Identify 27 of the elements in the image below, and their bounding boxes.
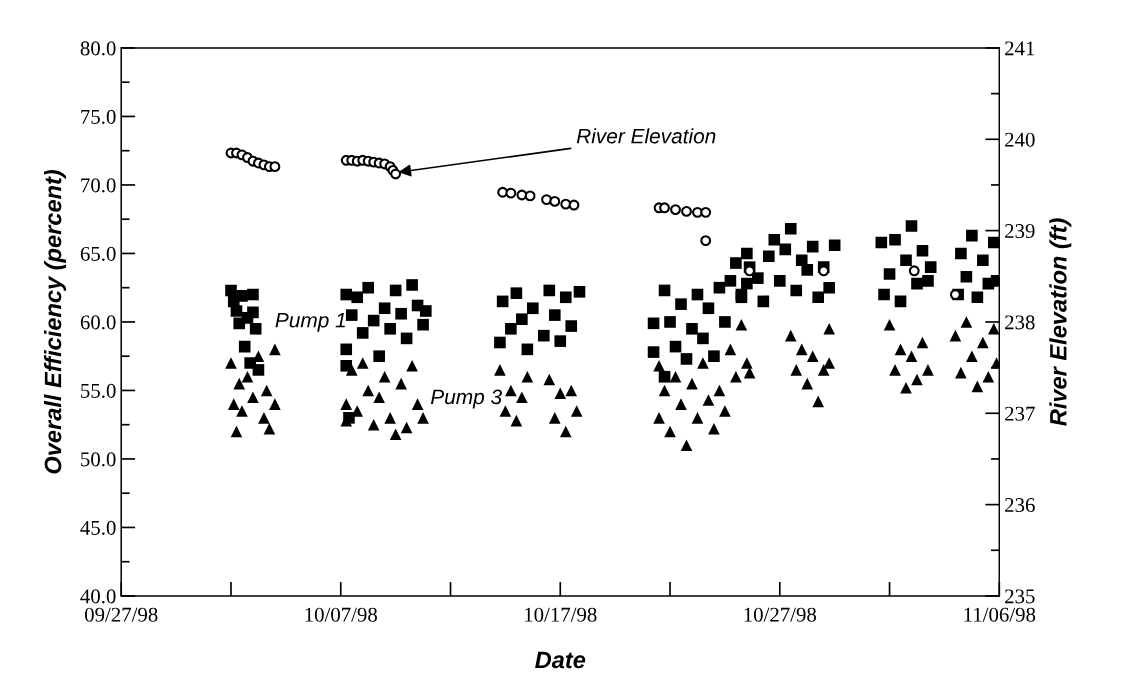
y-tick-label: 70.0 bbox=[81, 178, 116, 193]
y-axis-title: Overall Efficiency (percent) bbox=[44, 169, 67, 474]
y2-tick-label: 239 bbox=[1005, 224, 1035, 239]
y2-tick-label: 235 bbox=[1005, 589, 1035, 604]
x-tick-label: 10/27/98 bbox=[744, 607, 817, 622]
x-tick-label: 09/27/98 bbox=[84, 607, 158, 622]
y-tick-label: 65.0 bbox=[80, 246, 116, 261]
y-tick-label: 75.0 bbox=[81, 109, 116, 124]
y-tick-label: 45.0 bbox=[80, 520, 116, 535]
y2-tick-label: 236 bbox=[1005, 498, 1035, 513]
y2-tick-label: 240 bbox=[1005, 132, 1035, 147]
y2-tick-label: 238 bbox=[1005, 315, 1035, 330]
y2-tick-label: 241 bbox=[1005, 41, 1035, 56]
y2-tick-label: 237 bbox=[1005, 406, 1035, 421]
x-tick-label: 10/17/98 bbox=[525, 607, 597, 622]
y-tick-label: 80.0 bbox=[80, 41, 116, 56]
annotation: Pump 3 bbox=[430, 389, 502, 409]
x-tick-label: 11/06/98 bbox=[964, 607, 1036, 622]
annotation: Pump 1 bbox=[275, 313, 345, 332]
y-tick-label: 60.0 bbox=[80, 315, 116, 330]
y-tick-label: 55.0 bbox=[81, 383, 116, 398]
y2-axis-title: River Elevation (ft) bbox=[1049, 218, 1072, 426]
annotation: River Elevation bbox=[576, 128, 716, 144]
y-tick-label: 40.0 bbox=[80, 589, 116, 604]
x-axis-title: Date bbox=[535, 651, 586, 669]
x-tick-label: 10/07/98 bbox=[305, 607, 377, 622]
y-tick-label: 50.0 bbox=[81, 452, 116, 467]
